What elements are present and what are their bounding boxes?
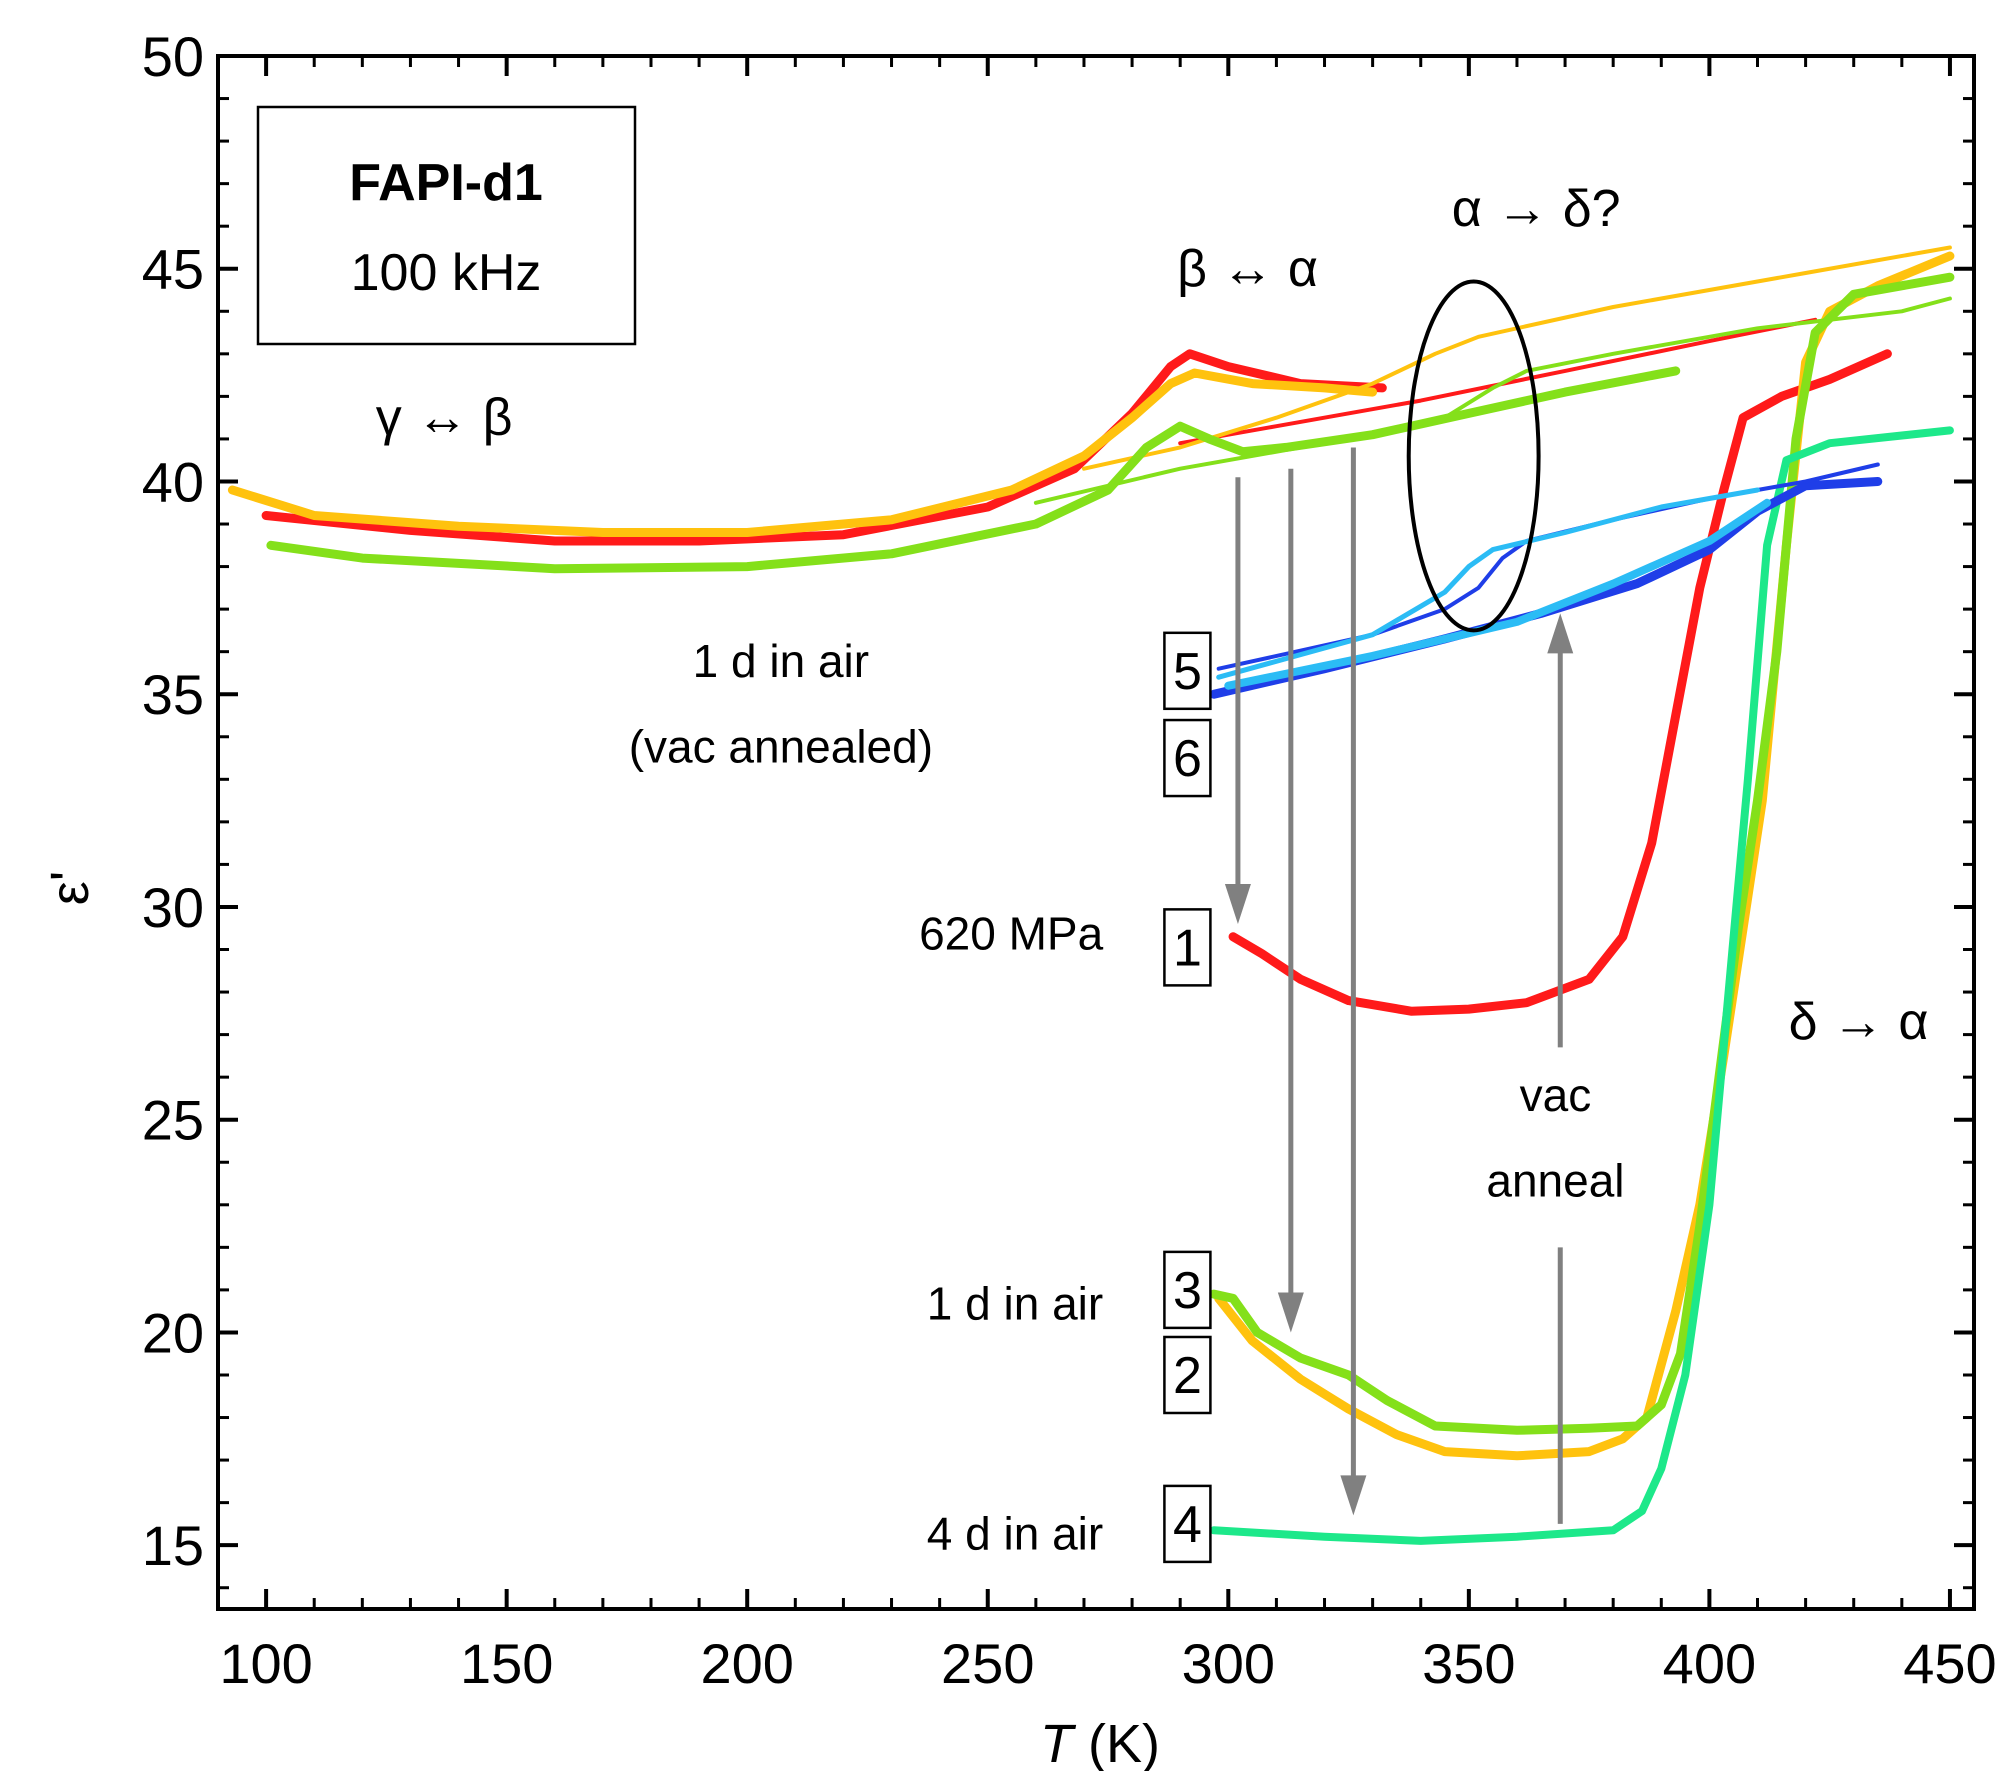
curve-number-label: 3 <box>1173 1262 1202 1320</box>
x-tick-label: 250 <box>941 1632 1034 1695</box>
annotation-9: 4 d in air <box>927 1507 1103 1559</box>
y-tick-label: 40 <box>142 450 204 513</box>
curve-number-box-2: 2 <box>1163 1335 1212 1415</box>
annotation-11: anneal <box>1486 1154 1624 1206</box>
arrow-head <box>1277 1292 1304 1333</box>
legend-box-frame <box>256 105 637 346</box>
y-tick-label: 30 <box>142 876 204 939</box>
curve-number-label: 5 <box>1173 643 1202 701</box>
annotation-4: δ → α <box>1789 993 1929 1051</box>
curve-number-frame <box>1163 718 1212 798</box>
curve-number-label: 1 <box>1173 919 1202 977</box>
curve-number-box-1: 1 <box>1163 908 1212 987</box>
annotation-3: α → δ? <box>1452 180 1621 238</box>
annotation-7: 620 MPa <box>919 908 1104 960</box>
annotation-6: (vac annealed) <box>629 720 933 772</box>
series-layer <box>227 245 1955 1545</box>
curve-number-box-3: 3 <box>1163 1250 1212 1330</box>
x-tick-label: 100 <box>219 1632 312 1695</box>
series-line-red-1 <box>261 349 1387 546</box>
curve-number-frame <box>1163 1335 1212 1415</box>
y-axis-title: ε' <box>40 871 100 905</box>
arrow-layer <box>1224 447 1574 1524</box>
curve-number-frame <box>1163 631 1212 711</box>
curve-number-frame <box>1163 908 1212 987</box>
y-tick-label: 50 <box>142 25 204 88</box>
y-tick-label: 35 <box>142 663 204 726</box>
x-tick-label: 450 <box>1903 1632 1996 1695</box>
series-line-red-3 <box>1228 349 1892 1016</box>
x-tick-label: 150 <box>460 1632 553 1695</box>
y-tick-label: 45 <box>142 238 204 301</box>
gray-arrow-2 <box>1277 468 1304 1333</box>
arrow-head <box>1224 883 1251 924</box>
x-tick-label: 300 <box>1182 1632 1275 1695</box>
series-line-teal-10 <box>1209 426 1954 1545</box>
x-tick-label: 350 <box>1422 1632 1515 1695</box>
y-tick-label: 20 <box>142 1301 204 1364</box>
y-tick-label: 25 <box>142 1089 204 1152</box>
x-axis-title: T (K) <box>1040 1714 1160 1771</box>
curve-number-box-4: 4 <box>1163 1484 1212 1564</box>
y-tick-label: 15 <box>142 1514 204 1577</box>
curve-number-frame <box>1163 1250 1212 1330</box>
curve-number-label: 4 <box>1173 1496 1202 1554</box>
plot-frame <box>216 54 1976 1611</box>
x-tick-label: 200 <box>700 1632 793 1695</box>
annotation-1: γ ↔ β <box>376 389 513 447</box>
series-line-orange-6 <box>1214 251 1955 1461</box>
arrow-head <box>1547 613 1574 654</box>
annotation-8: 1 d in air <box>927 1278 1103 1330</box>
x-tick-label: 400 <box>1663 1632 1756 1695</box>
annotation-layer: γ ↔ β β ↔ α α → δ? δ → α 1 d in air (vac anne… <box>376 180 1929 1564</box>
arrow-head <box>1340 1475 1367 1516</box>
ellipse-layer <box>1406 279 1541 633</box>
x-axis-unit: (K) <box>1073 1714 1160 1771</box>
legend-sample-name: FAPI-d1 <box>349 154 543 212</box>
curve-number-label: 2 <box>1173 1347 1202 1405</box>
annotation-5: 1 d in air <box>693 635 869 687</box>
series-line-orange-4 <box>227 368 1378 537</box>
series-line-lightgreen-9 <box>1209 272 1955 1435</box>
annotation-2: β ↔ α <box>1177 240 1318 298</box>
gray-arrow-5 <box>1547 613 1574 1048</box>
gray-arrow-3 <box>1340 447 1367 1516</box>
curve-number-label: 6 <box>1173 730 1202 788</box>
gray-arrow-1 <box>1224 477 1251 924</box>
transition-ellipse <box>1406 279 1541 633</box>
curve-number-box-6: 6 <box>1163 718 1212 798</box>
x-axis-variable: T <box>1040 1714 1077 1771</box>
series-line-skyblue-13 <box>1216 487 1760 680</box>
annotation-10: vac <box>1520 1069 1592 1121</box>
series-line-skyblue-14 <box>1224 498 1772 690</box>
curve-number-frame <box>1163 1484 1212 1564</box>
legend-box: FAPI-d1 100 kHz <box>256 105 637 346</box>
curve-number-box-5: 5 <box>1163 631 1212 711</box>
legend-frequency: 100 kHz <box>351 244 542 302</box>
